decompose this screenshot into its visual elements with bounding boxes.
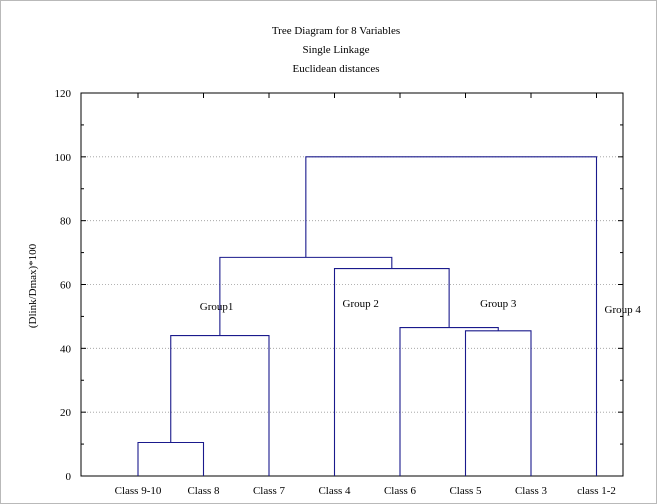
group-annotation-1: Group1 (200, 301, 234, 313)
x-leaf-label: Class 5 (449, 485, 482, 497)
y-tick-label-40: 40 (60, 343, 72, 355)
grid-layer (81, 156, 623, 413)
dendrogram-links (137, 156, 598, 476)
dendrogram-link-3 (464, 330, 532, 476)
y-tick-label-60: 60 (60, 280, 72, 292)
y-tick-label-20: 20 (60, 407, 72, 419)
y-tick-label-120: 120 (55, 88, 72, 100)
group-annotation-4: Group 4 (605, 304, 642, 316)
y-tick-label-80: 80 (60, 216, 72, 228)
group-annotation-2: Group 2 (343, 298, 379, 310)
chart-subtitle-distance: Euclidean distances (292, 63, 379, 75)
dendrogram-link-7 (305, 156, 598, 476)
chart-title: Tree Diagram for 8 Variables (272, 25, 400, 37)
x-leaf-label: Class 9-10 (115, 485, 162, 497)
y-tick-label-0: 0 (66, 471, 72, 483)
y-axis-label: (Dlink/Dmax)*100 (27, 243, 39, 328)
group-annotation-3: Group 3 (480, 298, 517, 310)
x-leaf-label: Class 3 (515, 485, 548, 497)
chart-subtitle-linkage: Single Linkage (303, 44, 370, 56)
x-leaf-label: Class 7 (253, 485, 286, 497)
x-leaf-label: Class 6 (384, 485, 417, 497)
dendrogram-link-5 (333, 267, 450, 476)
dendrogram-link-1 (137, 441, 205, 476)
y-tick-label-100: 100 (55, 152, 72, 164)
x-leaf-label: Class 8 (187, 485, 220, 497)
dendrogram-link-6 (219, 256, 393, 336)
dendrogram-link-4 (399, 327, 499, 476)
dendrogram-link-2 (170, 335, 270, 476)
label-layer: 0 20 40 60 80 100 120 Class 9-10 Class 8 Class 7 C… (55, 88, 642, 497)
x-leaf-label: Class 4 (318, 485, 351, 497)
x-leaf-label: class 1-2 (577, 485, 616, 497)
